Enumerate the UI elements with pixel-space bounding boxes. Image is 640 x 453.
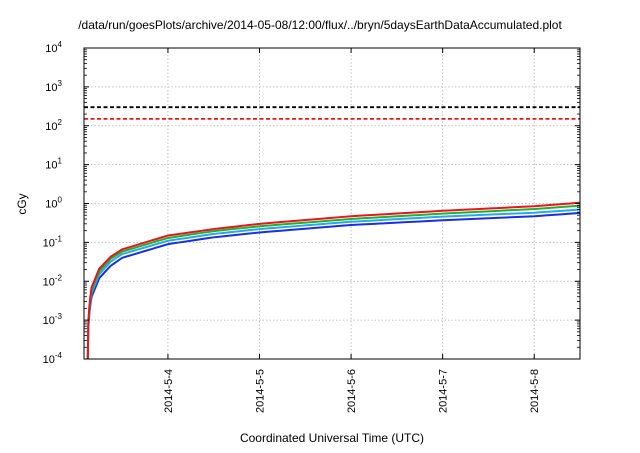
chart-title: /data/run/goesPlots/archive/2014-05-08/1… [78,18,562,32]
x-axis-ticks: 2014-5-4 2014-5-5 2014-5-6 2014-5-7 2014-5-8 [163,48,541,413]
y-tick-label: 102 [45,118,62,133]
series-line [86,208,581,360]
y-tick-label: 103 [45,79,62,94]
series-line [86,204,581,360]
x-axis-label: Coordinated Universal Time (UTC) [240,431,424,445]
grid-lines [84,48,580,359]
threshold-lines [84,106,580,120]
series-line [86,211,581,360]
y-axis-label: cGy [15,193,29,214]
y-tick-label: 10-3 [43,312,63,327]
series-lines [86,201,581,360]
y-tick-label: 101 [45,157,62,172]
y-tick-label: 10-1 [43,234,63,249]
y-tick-label: 100 [45,196,62,211]
x-tick-label: 2014-5-6 [346,369,358,413]
series-line [86,201,581,360]
y-tick-label: 10-4 [43,351,63,366]
x-tick-label: 2014-5-5 [255,369,267,413]
x-tick-label: 2014-5-8 [529,369,541,413]
y-axis-ticks: 10-4 10-3 10-2 10-1 100 101 102 103 104 [43,40,580,366]
x-tick-label: 2014-5-7 [438,369,450,413]
y-tick-label: 104 [45,40,62,55]
x-tick-label: 2014-5-4 [163,369,175,413]
y-tick-label: 10-2 [43,273,63,288]
